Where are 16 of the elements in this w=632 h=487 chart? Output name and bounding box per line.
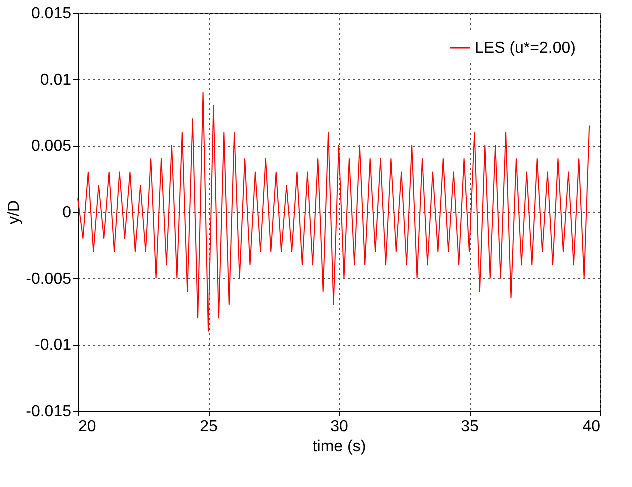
y-tick-label: 0.01	[40, 72, 72, 89]
x-tick-label: 35	[461, 418, 479, 436]
y-tick-label: -0.01	[35, 337, 72, 354]
y-tick-label: -0.015	[26, 404, 72, 420]
x-tick-label: 25	[200, 418, 218, 436]
y-axis-title: y/D	[6, 200, 24, 224]
x-axis-title: time (s)	[312, 438, 366, 456]
y-tick-label: 0.015	[31, 6, 72, 22]
x-tick-label: 40	[582, 418, 601, 436]
y-tick-label: -0.005	[26, 270, 72, 288]
x-tick-label: 20	[78, 418, 96, 436]
line-series	[78, 92, 590, 332]
legend-label: LES (u*=2.00)	[475, 40, 576, 57]
y-tick-label: 0	[62, 204, 72, 222]
x-tick-label: 30	[330, 418, 348, 436]
y-tick-label: 0.005	[31, 138, 72, 156]
